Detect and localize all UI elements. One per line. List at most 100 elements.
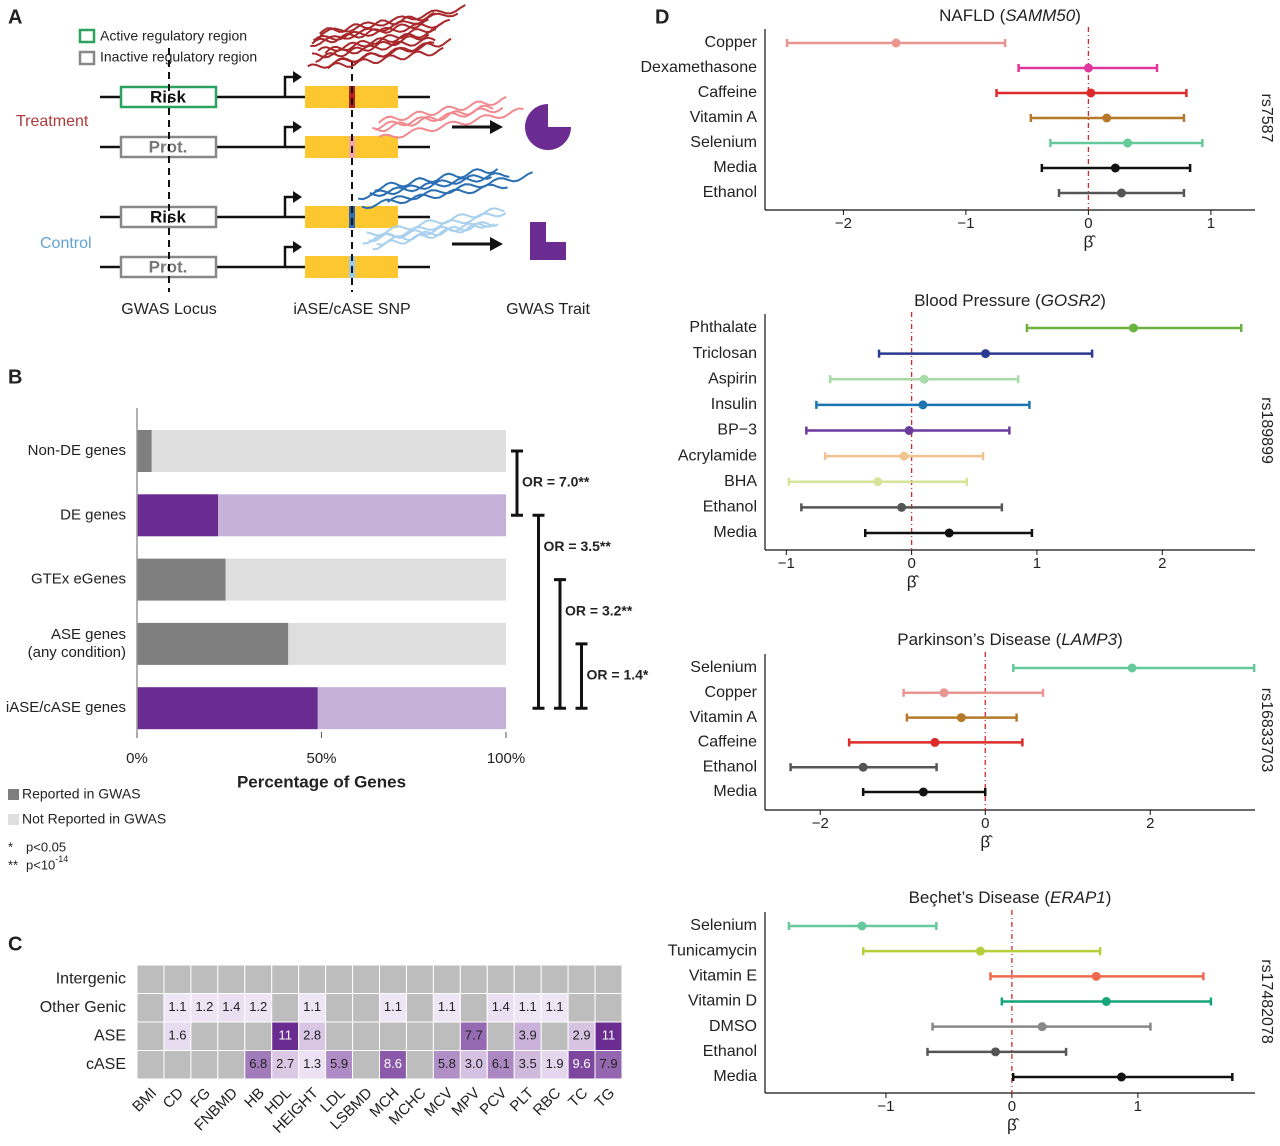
category-label: Ethanol bbox=[703, 1043, 757, 1060]
category-label: Vitamin E bbox=[689, 968, 757, 985]
legend-label: Reported in GWAS bbox=[22, 786, 141, 802]
bar-segment bbox=[151, 430, 506, 472]
cell bbox=[594, 1021, 623, 1051]
estimate-point bbox=[1116, 1072, 1126, 1082]
x-tick-label: −1 bbox=[957, 215, 974, 232]
category-label: Acrylamide bbox=[678, 447, 757, 464]
x-tick-label: 0% bbox=[126, 750, 148, 767]
x-tick-label: 0 bbox=[907, 555, 915, 572]
arrow-head bbox=[293, 71, 302, 83]
x-tick-label: 50% bbox=[306, 750, 336, 767]
estimate-point bbox=[981, 349, 991, 359]
cell bbox=[459, 1021, 488, 1051]
category-label: BP−3 bbox=[717, 422, 757, 439]
title-part: Parkinson’s Disease ( bbox=[897, 630, 1061, 649]
note-superscript: -14 bbox=[55, 854, 68, 864]
bar-segment bbox=[317, 687, 506, 730]
empty-cell bbox=[486, 1021, 515, 1051]
snp-label: rs16833703 bbox=[1258, 688, 1275, 773]
empty-cell bbox=[217, 1050, 246, 1080]
empty-cell bbox=[379, 1021, 407, 1051]
x-axis-label: β̂ bbox=[980, 832, 993, 851]
category-label: GTEx eGenes bbox=[31, 571, 126, 588]
cell bbox=[271, 1021, 300, 1051]
estimate-point bbox=[975, 946, 985, 956]
column-label: RBC bbox=[530, 1084, 565, 1119]
cell-label: 2.9 bbox=[573, 1028, 591, 1043]
rows: Risk Prot. Risk Prot. bbox=[100, 48, 430, 292]
transcript bbox=[378, 107, 524, 139]
empty-cell bbox=[271, 964, 300, 994]
category-label: BHA bbox=[724, 473, 757, 490]
column-label: TC bbox=[565, 1084, 591, 1110]
legend-swatch bbox=[8, 789, 19, 800]
transcript bbox=[327, 46, 444, 70]
empty-cell bbox=[352, 964, 380, 994]
caption: iASE/cASE SNP bbox=[293, 301, 410, 318]
estimate-point bbox=[1102, 113, 1112, 123]
cell-label: 1.4 bbox=[222, 999, 240, 1014]
cell bbox=[486, 1050, 515, 1080]
cell-label: 1.1 bbox=[546, 999, 564, 1014]
estimate-point bbox=[904, 426, 914, 435]
empty-cell bbox=[190, 964, 219, 994]
cell-label: 5.9 bbox=[330, 1056, 348, 1071]
estimate-point bbox=[1037, 1022, 1047, 1032]
panel-label: A bbox=[8, 6, 22, 28]
transcript bbox=[372, 222, 496, 251]
x-tick-label: 2 bbox=[1146, 815, 1154, 832]
promoter bbox=[283, 245, 294, 267]
bracket-label: OR = 3.2** bbox=[565, 602, 633, 618]
column-label: MPV bbox=[448, 1085, 483, 1120]
legend-label: Inactive regulatory region bbox=[100, 49, 257, 65]
legend-swatch bbox=[78, 28, 96, 44]
cell-label: 1.2 bbox=[249, 999, 267, 1014]
x-axis-label: β̂ bbox=[907, 572, 920, 591]
cell bbox=[513, 1050, 542, 1080]
x-tick-label: 1 bbox=[1033, 555, 1041, 572]
cell-label: 1.6 bbox=[168, 1028, 186, 1043]
arrow-head bbox=[490, 120, 503, 134]
category-label: Dexamethasone bbox=[640, 59, 757, 76]
category-label: Copper bbox=[705, 684, 758, 701]
title-part: Blood Pressure ( bbox=[914, 291, 1041, 310]
bar-segment bbox=[137, 558, 226, 601]
x-tick-label: 100% bbox=[487, 750, 525, 767]
estimate-point bbox=[858, 762, 868, 772]
estimate-point bbox=[899, 451, 909, 461]
snp-label: rs189899 bbox=[1258, 397, 1275, 464]
title-part: LAMP3 bbox=[1061, 630, 1117, 649]
bar-segment bbox=[288, 622, 506, 665]
x-tick-label: 0 bbox=[981, 815, 989, 832]
estimate-point bbox=[1127, 663, 1137, 673]
category-label: Vitamin A bbox=[690, 709, 758, 726]
category-label: Caffeine bbox=[698, 734, 757, 751]
transcripts bbox=[307, 4, 533, 251]
cell-label: 1.1 bbox=[303, 999, 321, 1014]
panel-label: D bbox=[655, 6, 669, 28]
empty-cell bbox=[271, 993, 300, 1023]
estimate-point bbox=[918, 787, 928, 797]
category-label: Ethanol bbox=[703, 758, 757, 775]
empty-cell bbox=[325, 993, 354, 1023]
column-label: MCV bbox=[421, 1085, 457, 1121]
empty-cell bbox=[136, 964, 165, 994]
cell-label: 6.8 bbox=[249, 1056, 267, 1071]
arrow-head bbox=[293, 241, 302, 253]
promoter bbox=[283, 75, 294, 97]
cell-label: 5.8 bbox=[438, 1056, 456, 1071]
x-axis-label: β̂ bbox=[1084, 232, 1097, 251]
snp bbox=[349, 86, 355, 108]
cell-label: 7.9 bbox=[599, 1056, 617, 1071]
trait-shape bbox=[530, 222, 566, 260]
legend-swatch bbox=[8, 814, 19, 825]
legend-label: Active regulatory region bbox=[100, 28, 247, 44]
bracket-label: OR = 3.5** bbox=[544, 538, 612, 554]
bar-segment bbox=[137, 494, 219, 537]
promoters bbox=[283, 75, 294, 267]
cell-label: 1.1 bbox=[384, 999, 402, 1014]
estimate-point bbox=[918, 400, 928, 410]
snp bbox=[349, 206, 355, 228]
estimate-point bbox=[873, 477, 883, 487]
cell-label: 3.0 bbox=[465, 1056, 483, 1071]
